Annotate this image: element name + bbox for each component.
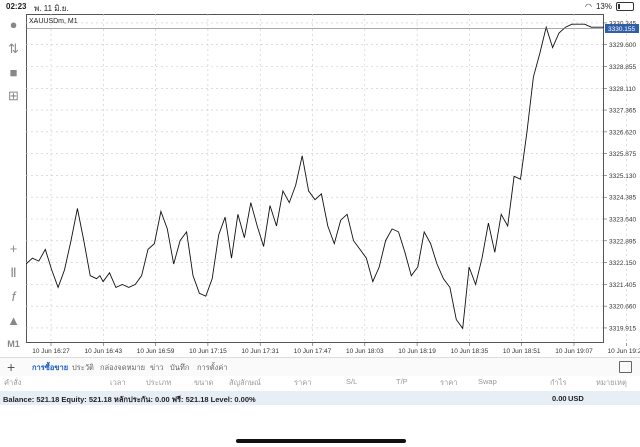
function-icon[interactable]: f [11, 289, 16, 304]
chat-icon[interactable]: ■ [9, 65, 18, 80]
x-tick-label: 10 Jun 18:51 [503, 348, 541, 355]
col-profit: กำไร [550, 378, 567, 387]
x-tick-label: 10 Jun 17:47 [294, 348, 332, 355]
y-tick-label: 3320.660 [609, 304, 636, 311]
balance-row: Balance: 521.18 Equity: 521.18 หลักประกั… [0, 391, 640, 405]
tab-news[interactable]: ข่าว [150, 363, 164, 372]
col-volume: ขนาด [194, 378, 214, 387]
chart-frame [26, 14, 604, 343]
x-tick-label: 10 Jun 16:27 [32, 348, 70, 355]
col-comment: หมายเหตุ [596, 378, 627, 387]
status-bar: 02:23 พ. 11 มิ.ย. ◠ 13% [0, 0, 640, 14]
home-indicator [236, 439, 406, 443]
x-tick-label: 10 Jun 16:43 [85, 348, 123, 355]
col-swap: Swap [478, 377, 497, 386]
y-tick-label: 3325.130 [609, 173, 636, 180]
price-series-line [26, 23, 604, 330]
price-chart[interactable]: 3330.345 3329.600 3328.855 3328.110 3327.365… [26, 14, 640, 357]
y-tick-label: 3324.385 [609, 195, 636, 202]
y-tick-label: 3326.620 [609, 129, 636, 136]
battery-icon [616, 2, 634, 11]
tab-trade[interactable]: การซื้อขาย [32, 363, 69, 372]
expand-panel-icon[interactable] [619, 361, 632, 373]
status-time: 02:23 [6, 2, 27, 11]
current-price-badge [605, 23, 639, 33]
col-order: คำสั่ง [4, 378, 22, 387]
tab-settings[interactable]: การตั้งค่า [197, 363, 228, 372]
x-tick-label: 10 Jun 17:31 [241, 348, 279, 355]
symbol-label: XAUUSDm, M1 [29, 18, 78, 25]
y-tick-label: 3329.600 [609, 42, 636, 49]
chart-svg[interactable]: 3330.345 3329.600 3328.855 3328.110 3327.365… [26, 14, 640, 357]
tab-journal[interactable]: บันทึก [170, 363, 190, 372]
x-tick-label: 10 Jun 18:19 [398, 348, 436, 355]
crosshair-icon[interactable]: + [9, 241, 18, 256]
add-document-icon[interactable]: ⊞ [8, 88, 19, 103]
add-tab-icon[interactable]: + [7, 359, 16, 375]
tab-mailbox[interactable]: กล่องจดหมาย [100, 363, 146, 372]
x-tick-label: 10 Jun 17:15 [189, 348, 227, 355]
col-current-price: ราคา [440, 378, 458, 387]
x-tick-label: 10 Jun 19:23 [608, 348, 640, 355]
objects-icon[interactable]: ▲ [7, 313, 20, 328]
terminal-tabs: + การซื้อขาย ประวัติ กล่องจดหมาย ข่าว บั… [0, 357, 640, 376]
col-sl: S/L [346, 377, 358, 386]
x-tick-label: 10 Jun 16:59 [137, 348, 175, 355]
current-price-label: 3330.155 [608, 26, 635, 33]
account-currency: USD [568, 394, 584, 403]
col-time: เวลา [110, 378, 126, 387]
balance-text: Balance: 521.18 Equity: 521.18 หลักประกั… [3, 395, 256, 404]
status-date: พ. 11 มิ.ย. [34, 4, 69, 13]
candles-icon[interactable]: Ⅱ [10, 265, 17, 280]
wifi-icon: ◠ [585, 2, 592, 11]
x-tick-label: 10 Jun 19:07 [555, 348, 593, 355]
timeframe-button[interactable]: M1 [7, 339, 20, 349]
y-tick-label: 3327.365 [609, 108, 636, 115]
total-profit: 0.00 [552, 394, 567, 403]
y-tick-label: 3325.875 [609, 151, 636, 158]
y-tick-label: 3319.915 [609, 325, 636, 332]
y-tick-label: 3322.895 [609, 238, 636, 245]
user-icon[interactable]: ● [9, 17, 18, 32]
y-tick-label: 3330.345 [609, 20, 636, 27]
col-symbol: สัญลักษณ์ [229, 378, 262, 387]
x-tick-label: 10 Jun 18:03 [346, 348, 384, 355]
tab-history[interactable]: ประวัติ [72, 363, 94, 372]
trade-table-header: คำสั่ง เวลา ประเภท ขนาด สัญลักษณ์ ราคา S… [0, 376, 640, 388]
trade-icon[interactable]: ⇅ [8, 41, 19, 56]
y-tick-label: 3321.405 [609, 282, 636, 289]
left-toolbar: ● ⇅ ■ ⊞ + Ⅱ f ▲ M1 [0, 14, 26, 354]
y-tick-label: 3322.150 [609, 260, 636, 267]
y-tick-label: 3328.110 [609, 86, 636, 93]
col-type: ประเภท [146, 378, 172, 387]
col-price: ราคา [294, 378, 312, 387]
col-tp: T/P [396, 377, 408, 386]
y-tick-label: 3323.640 [609, 217, 636, 224]
battery-percent: 13% [595, 2, 612, 11]
y-tick-label: 3328.855 [609, 64, 636, 71]
x-tick-label: 10 Jun 18:35 [451, 348, 489, 355]
